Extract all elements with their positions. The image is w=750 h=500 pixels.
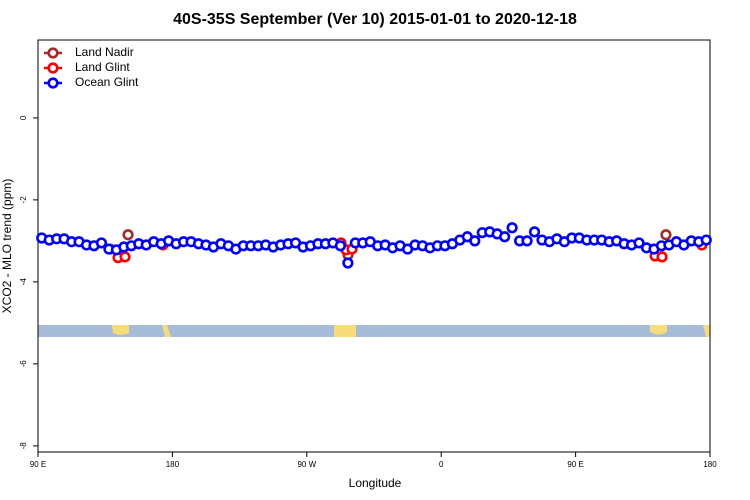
x-tick-label: 180 bbox=[166, 460, 180, 469]
point bbox=[656, 251, 668, 263]
point bbox=[334, 240, 347, 252]
point bbox=[95, 237, 108, 249]
plot-frame bbox=[37, 39, 711, 453]
legend-marker bbox=[47, 62, 59, 74]
x-tick-label: 90 E bbox=[567, 460, 583, 469]
map-strip bbox=[38, 325, 710, 337]
point bbox=[521, 235, 533, 247]
y-axis-label: XCO2 - MLO trend (ppm) bbox=[0, 179, 14, 314]
legend-marker bbox=[47, 47, 59, 59]
point bbox=[506, 222, 518, 234]
y-tick-label: -6 bbox=[19, 360, 28, 368]
legend-label: Land Glint bbox=[75, 60, 130, 74]
x-tick-label: 180 bbox=[703, 460, 717, 469]
point bbox=[119, 251, 131, 263]
legend-label: Land Nadir bbox=[75, 45, 134, 59]
point bbox=[528, 226, 541, 238]
point bbox=[469, 235, 481, 247]
y-tick-label: -8 bbox=[19, 442, 28, 450]
legend-marker bbox=[47, 77, 59, 89]
point bbox=[342, 257, 354, 269]
x-tick-label: 90 E bbox=[30, 460, 46, 469]
point bbox=[700, 234, 712, 246]
y-tick-label: 0 bbox=[19, 115, 28, 120]
x-tick-label: 0 bbox=[439, 460, 444, 469]
point bbox=[660, 229, 672, 241]
legend-label: Ocean Glint bbox=[75, 75, 139, 89]
point bbox=[633, 237, 645, 249]
y-tick-label: -4 bbox=[19, 278, 28, 286]
x-axis-label: Longitude bbox=[349, 476, 402, 490]
point bbox=[122, 229, 134, 241]
x-tick-label: 90 W bbox=[297, 460, 316, 469]
point bbox=[499, 231, 511, 243]
chart-title: 40S-35S September (Ver 10) 2015-01-01 to… bbox=[173, 11, 577, 28]
y-tick-label: -2 bbox=[19, 196, 28, 204]
